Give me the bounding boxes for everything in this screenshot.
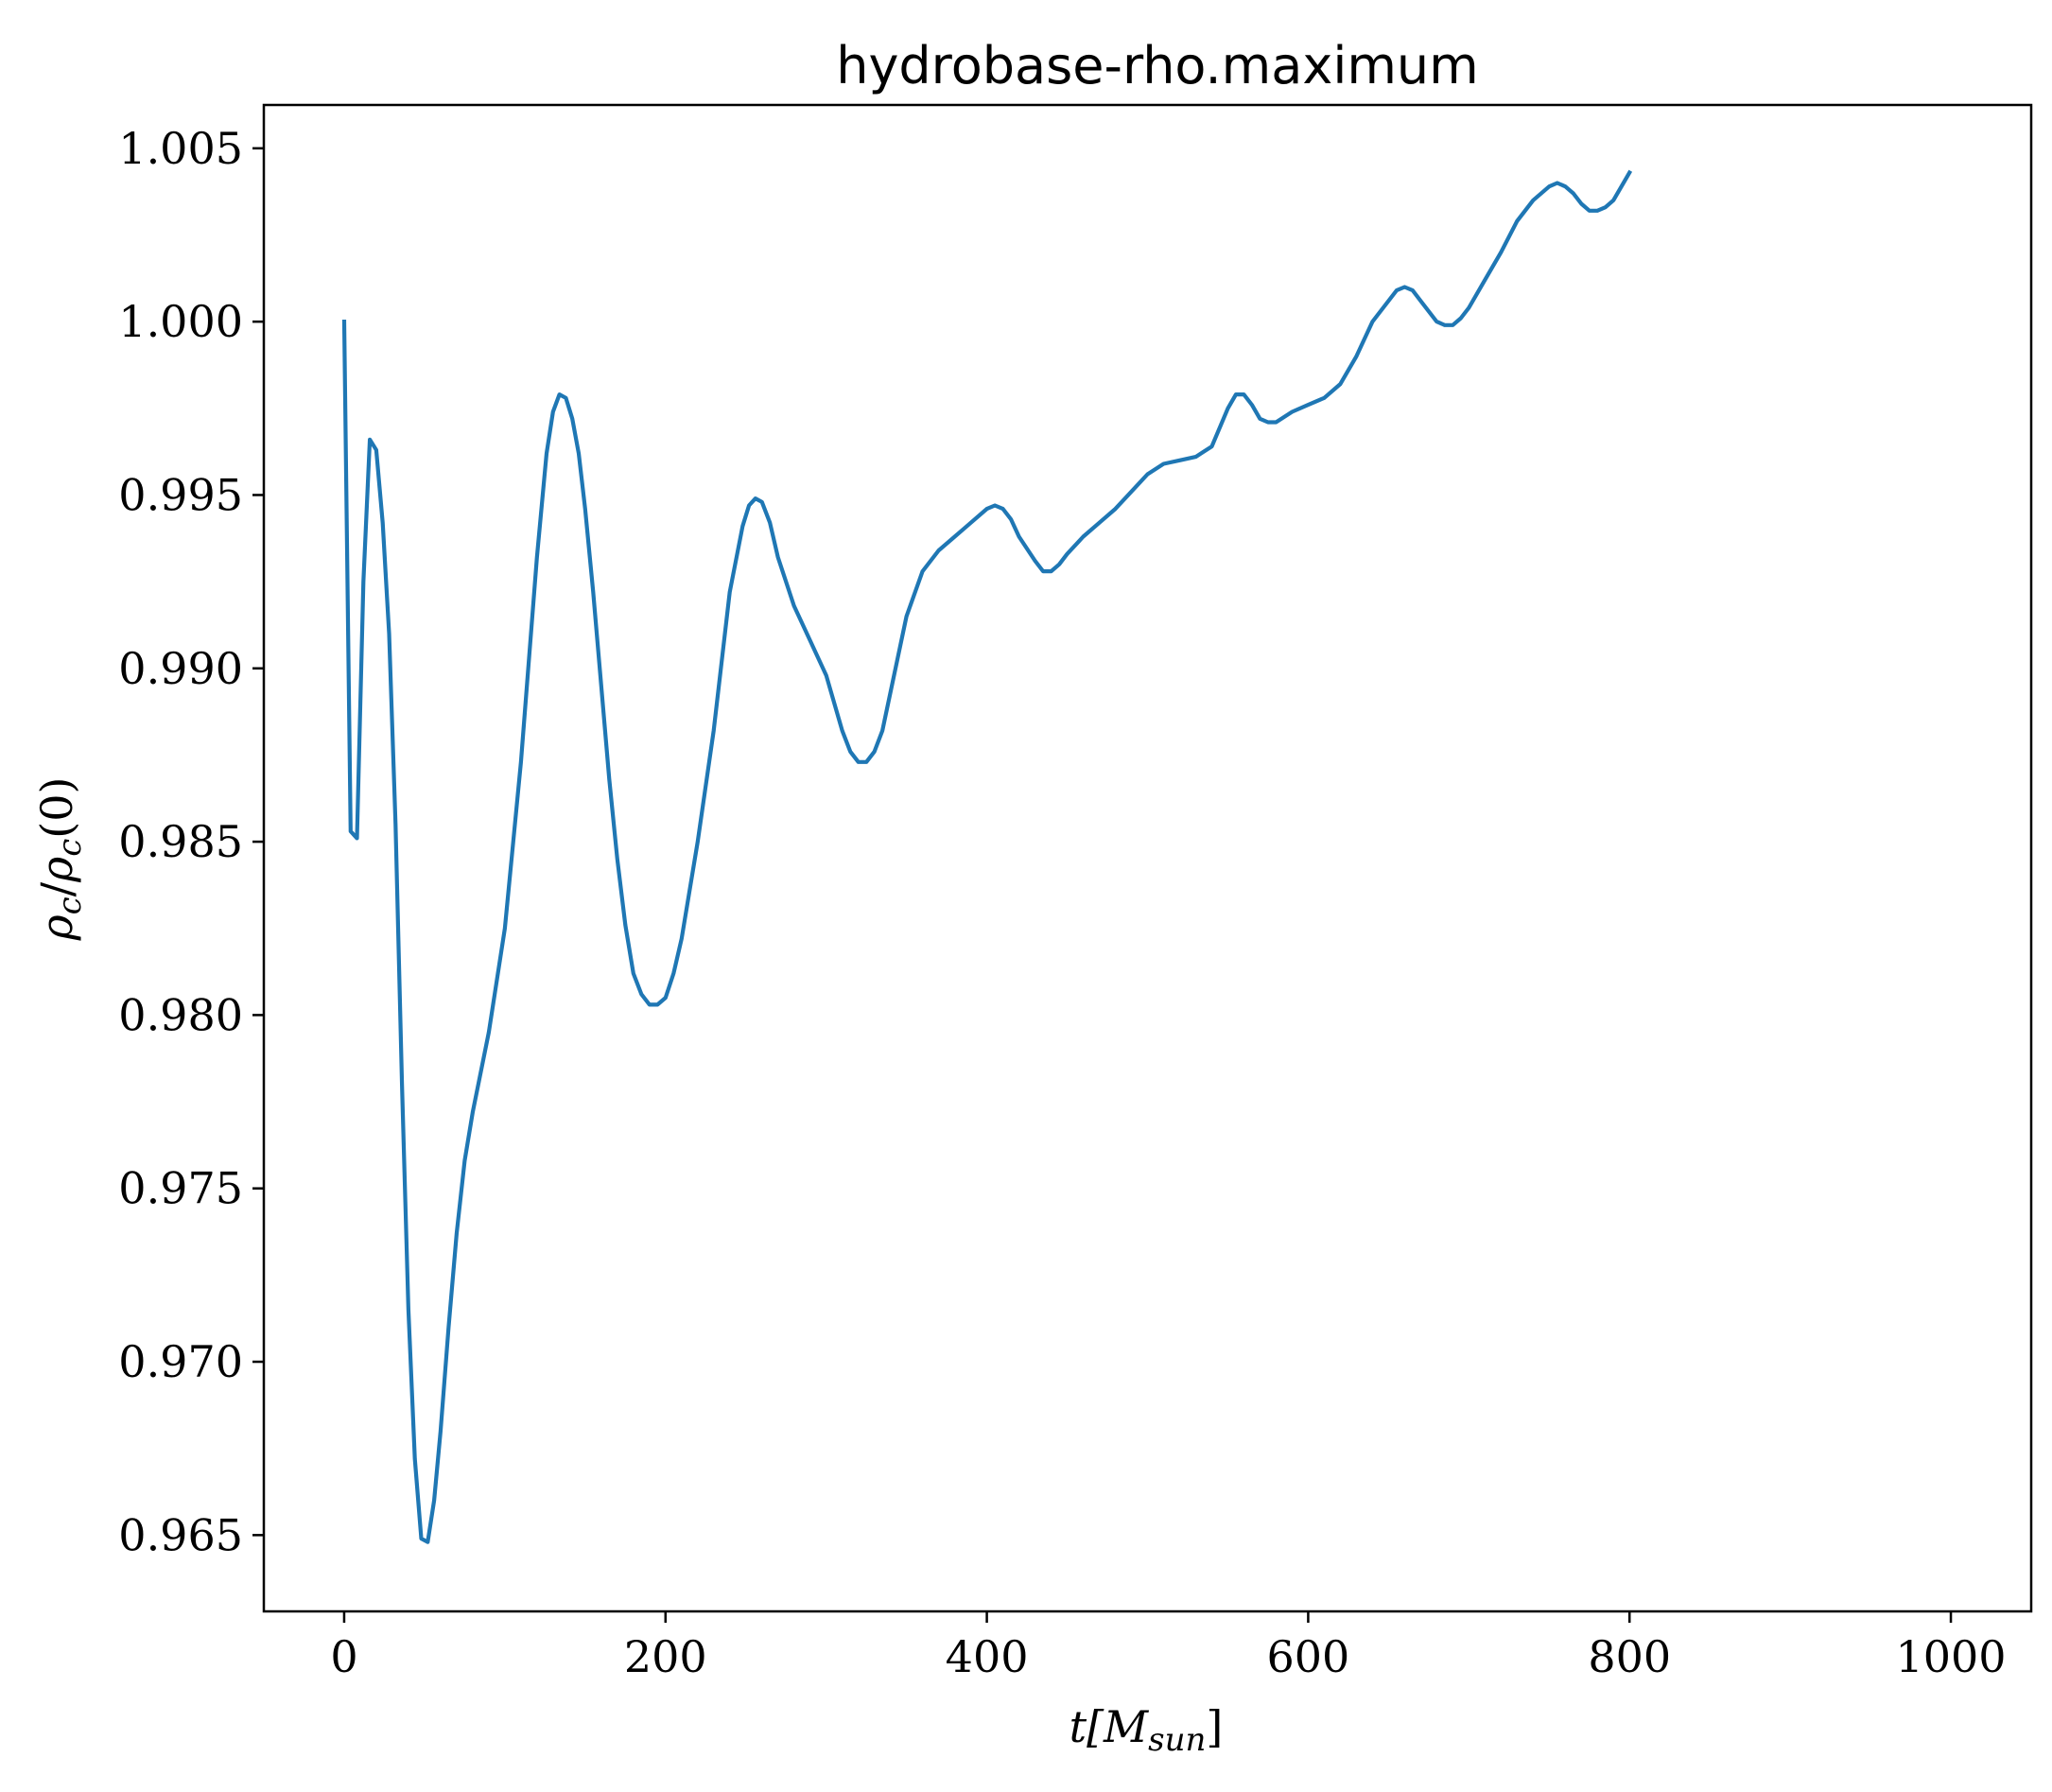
y-tick-label: 0.965 bbox=[118, 1509, 243, 1560]
y-axis-label-sub1: c bbox=[51, 896, 89, 914]
y-tick-label: 0.980 bbox=[118, 989, 243, 1040]
y-tick-label: 0.985 bbox=[118, 816, 243, 867]
x-axis-label: t[Msun] bbox=[1069, 1701, 1224, 1759]
plot-frame bbox=[262, 103, 2033, 1613]
y-axis-label-rho2: ρ bbox=[31, 857, 82, 883]
x-axis-label-close: ] bbox=[1206, 1701, 1223, 1752]
plot-area bbox=[262, 103, 2033, 1613]
y-axis-label: ρc/ρc(0) bbox=[31, 777, 89, 942]
y-tick-label: 0.975 bbox=[118, 1163, 243, 1214]
x-axis-label-main: t[M bbox=[1069, 1701, 1150, 1752]
y-axis-label-sub2: c bbox=[51, 839, 89, 857]
y-tick-label: 1.000 bbox=[118, 296, 243, 347]
y-tick-label: 0.995 bbox=[118, 469, 243, 520]
chart-title: hydrobase-rho.maximum bbox=[836, 36, 1479, 96]
x-tick-label: 800 bbox=[1588, 1631, 1671, 1682]
y-axis-label-rho1: ρ bbox=[31, 914, 82, 941]
series-layer bbox=[341, 169, 1633, 1544]
x-tick-label: 1000 bbox=[1896, 1631, 2007, 1682]
y-tick-label: 1.005 bbox=[118, 123, 243, 174]
y-axis: 0.965 0.970 0.975 0.980 0.985 0.990 0.995 1.000… bbox=[118, 123, 264, 1560]
y-axis-label-arg: (0) bbox=[31, 777, 82, 839]
x-axis: 0 200 400 600 800 1000 bbox=[330, 1611, 2007, 1682]
x-tick-label: 0 bbox=[330, 1631, 357, 1682]
y-tick-label: 0.990 bbox=[118, 643, 243, 694]
x-tick-label: 600 bbox=[1267, 1631, 1350, 1682]
x-axis-label-sub: sun bbox=[1148, 1721, 1206, 1759]
series-line bbox=[341, 169, 1633, 1544]
y-tick-label: 0.970 bbox=[118, 1336, 243, 1387]
x-tick-label: 400 bbox=[946, 1631, 1029, 1682]
x-tick-label: 200 bbox=[624, 1631, 707, 1682]
y-axis-label-slash: / bbox=[31, 881, 82, 896]
